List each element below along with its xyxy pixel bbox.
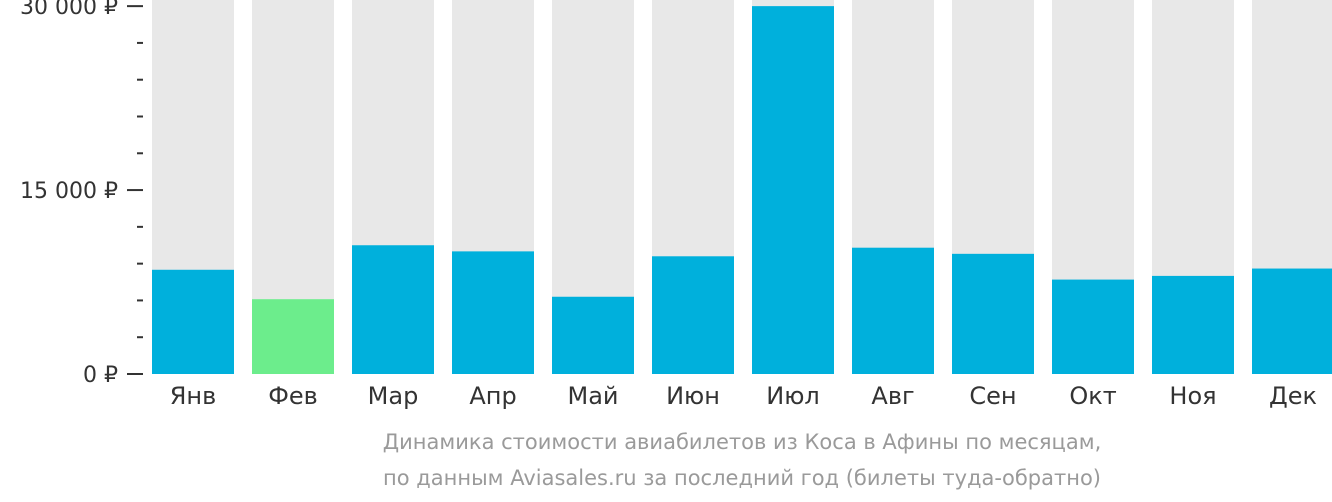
caption-line-2: по данным Aviasales.ru за последний год … bbox=[383, 466, 1101, 490]
x-tick-label: Окт bbox=[1069, 382, 1116, 410]
x-tick-label: Фев bbox=[268, 382, 318, 410]
x-tick-label: Мар bbox=[368, 382, 419, 410]
y-tick-label: 30 000 ₽ bbox=[20, 0, 118, 20]
x-tick-label: Ноя bbox=[1169, 382, 1216, 410]
bar-2[interactable] bbox=[352, 245, 434, 374]
bar-4[interactable] bbox=[552, 296, 634, 374]
bar-5[interactable] bbox=[652, 256, 734, 374]
y-axis: 0 ₽ 15 000 ₽ 30 000 ₽ bbox=[20, 0, 143, 388]
bars bbox=[152, 6, 1332, 375]
bar-8[interactable] bbox=[952, 253, 1034, 374]
bar-9[interactable] bbox=[1052, 279, 1134, 374]
bar-chart: 0 ₽ 15 000 ₽ 30 000 ₽ Янв Фев Мар Апр Май Июн Ию… bbox=[20, 0, 1332, 410]
caption-line-1: Динамика стоимости авиабилетов из Коса в… bbox=[382, 430, 1102, 454]
x-tick-label: Июн bbox=[666, 382, 720, 410]
bar-10[interactable] bbox=[1152, 275, 1234, 374]
x-tick-label: Апр bbox=[469, 382, 516, 410]
bar-6[interactable] bbox=[752, 6, 834, 375]
y-tick-label: 15 000 ₽ bbox=[20, 179, 118, 204]
x-tick-label: Сен bbox=[969, 382, 1016, 410]
x-tick-label: Дек bbox=[1269, 382, 1317, 410]
bar-3[interactable] bbox=[452, 251, 534, 374]
bar-11[interactable] bbox=[1252, 268, 1332, 374]
bar-1[interactable] bbox=[252, 299, 334, 374]
bar-7[interactable] bbox=[852, 247, 934, 374]
x-tick-label: Авг bbox=[871, 382, 914, 410]
x-tick-label: Июл bbox=[766, 382, 820, 410]
x-tick-label: Янв bbox=[170, 382, 217, 410]
x-tick-label: Май bbox=[567, 382, 618, 410]
bar-0[interactable] bbox=[152, 269, 234, 374]
y-tick-label: 0 ₽ bbox=[83, 363, 118, 388]
x-axis: Янв Фев Мар Апр Май Июн Июл Авг Сен Окт Ноя Дек bbox=[170, 382, 1317, 410]
